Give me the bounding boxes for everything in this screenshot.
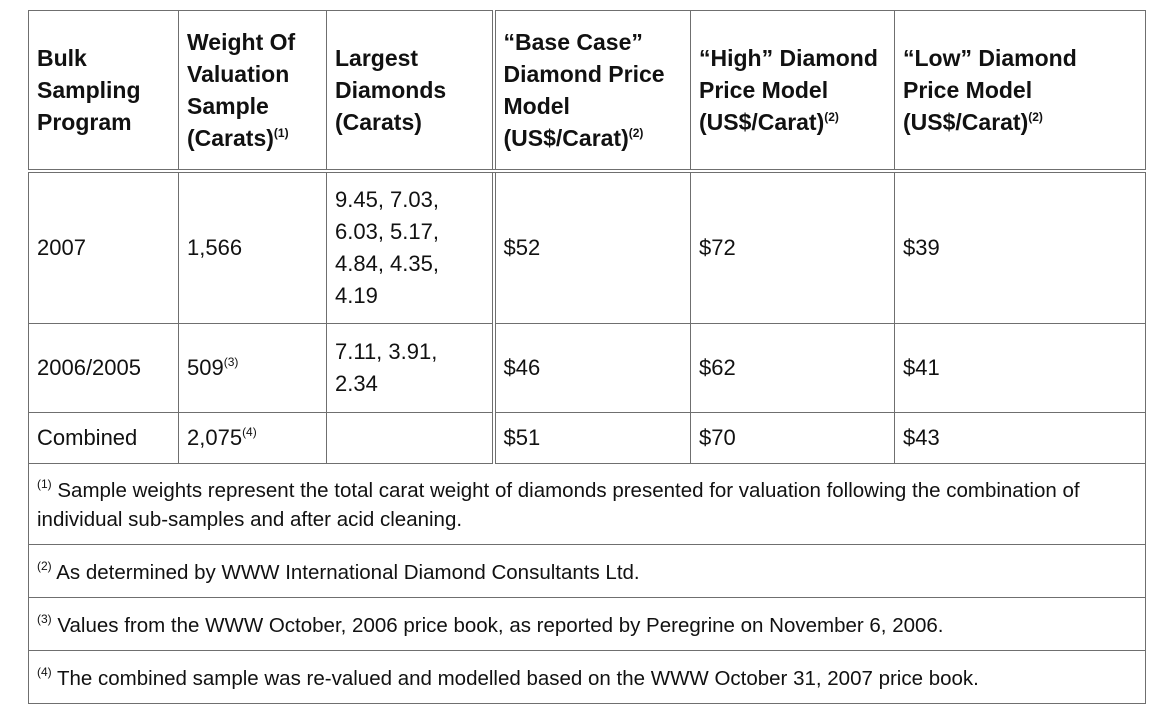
cell-weight: 2,075(4) xyxy=(178,412,327,464)
footnote-4: (4) The combined sample was re-valued an… xyxy=(28,650,1146,704)
table-row: 2007 1,566 9.45, 7.03, 6.03, 5.17, 4.84,… xyxy=(28,170,1146,324)
cell-weight: 509(3) xyxy=(178,323,327,413)
header-weight-of-valuation-sample: Weight Of Valuation Sample (Carats)(1) xyxy=(178,10,327,173)
cell-high-price: $70 xyxy=(690,412,895,464)
cell-largest-diamonds xyxy=(326,412,494,464)
cell-program: 2006/2005 xyxy=(28,323,179,413)
footnote-row: (2) As determined by WWW International D… xyxy=(28,544,1146,598)
footnote-row: (4) The combined sample was re-valued an… xyxy=(28,650,1146,704)
table-row: 2006/2005 509(3) 7.11, 3.91, 2.34 $46 $6… xyxy=(28,323,1146,413)
diamond-valuation-table-container: Bulk Sampling Program Weight Of Valuatio… xyxy=(28,10,1146,704)
diamond-valuation-table: Bulk Sampling Program Weight Of Valuatio… xyxy=(28,10,1146,704)
cell-weight: 1,566 xyxy=(178,170,327,324)
header-base-case-price-model: “Base Case” Diamond Price Model (US$/Car… xyxy=(491,10,691,173)
cell-base-case-price: $51 xyxy=(491,412,691,464)
footnote-2: (2) As determined by WWW International D… xyxy=(28,544,1146,598)
header-high-price-model: “High” Diamond Price Model (US$/Carat)(2… xyxy=(690,10,895,173)
header-largest-diamonds: Largest Diamonds (Carats) xyxy=(326,10,494,173)
cell-program: Combined xyxy=(28,412,179,464)
cell-low-price: $41 xyxy=(894,323,1146,413)
header-low-price-model: “Low” Diamond Price Model (US$/Carat)(2) xyxy=(894,10,1146,173)
header-row: Bulk Sampling Program Weight Of Valuatio… xyxy=(28,10,1146,173)
cell-base-case-price: $52 xyxy=(491,170,691,324)
footnote-1: (1) Sample weights represent the total c… xyxy=(28,463,1146,545)
cell-low-price: $43 xyxy=(894,412,1146,464)
cell-largest-diamonds: 7.11, 3.91, 2.34 xyxy=(326,323,494,413)
cell-program: 2007 xyxy=(28,170,179,324)
cell-high-price: $62 xyxy=(690,323,895,413)
cell-base-case-price: $46 xyxy=(491,323,691,413)
table-row: Combined 2,075(4) $51 $70 $43 xyxy=(28,412,1146,464)
header-bulk-sampling-program: Bulk Sampling Program xyxy=(28,10,179,173)
footnote-row: (1) Sample weights represent the total c… xyxy=(28,463,1146,545)
cell-largest-diamonds: 9.45, 7.03, 6.03, 5.17, 4.84, 4.35, 4.19 xyxy=(326,170,494,324)
cell-high-price: $72 xyxy=(690,170,895,324)
cell-low-price: $39 xyxy=(894,170,1146,324)
footnote-row: (3) Values from the WWW October, 2006 pr… xyxy=(28,597,1146,651)
footnote-3: (3) Values from the WWW October, 2006 pr… xyxy=(28,597,1146,651)
